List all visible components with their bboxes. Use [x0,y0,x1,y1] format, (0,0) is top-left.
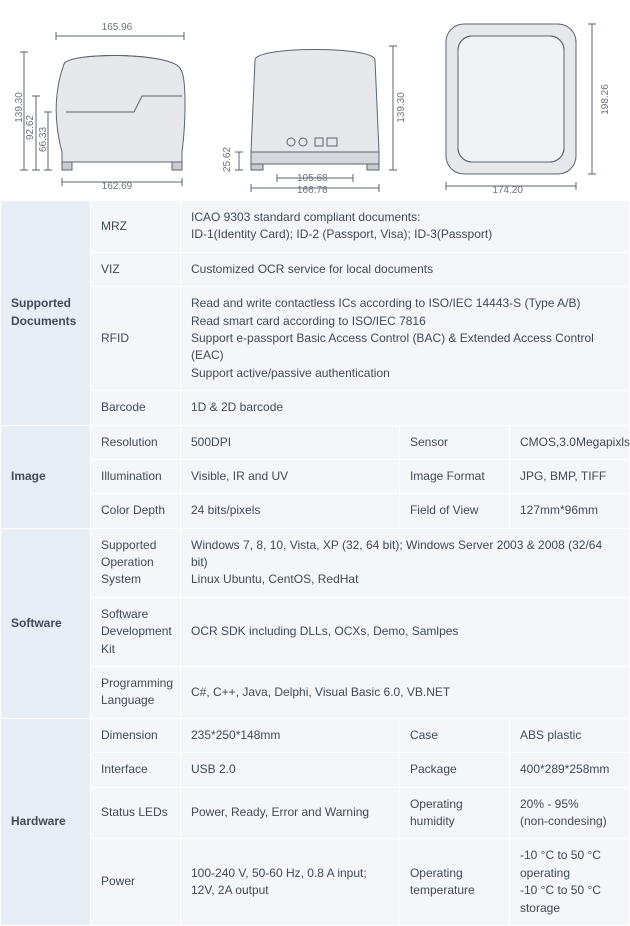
table-row: VIZ Customized OCR service for local doc… [1,252,630,286]
cat-image: Image [1,425,91,528]
val-dim: 235*250*148mm [181,718,400,752]
cat-supported-docs: Supported Documents [1,201,91,426]
dim-front-inner: 105.68 [297,173,328,184]
key-mrz: MRZ [91,201,181,253]
val-illum: Visible, IR and UV [181,459,400,493]
key-pkg: Package [399,753,509,787]
table-row: Software Development Kit OCR SDK includi… [1,597,630,666]
key-temp: Operating temperature [399,839,509,926]
table-row: Software Supported Operation System Wind… [1,528,630,597]
val-temp: -10 °C to 50 °C operating-10 °C to 50 °C… [509,839,629,926]
dim-side-h3: 66.33 [38,127,49,152]
dim-front-h: 139.30 [396,92,407,123]
table-row: Programming Language C#, C++, Java, Delp… [1,667,630,719]
key-sdk: Software Development Kit [91,597,181,666]
dim-side-h2: 92.62 [25,115,36,140]
key-led: Status LEDs [91,787,181,839]
key-lang: Programming Language [91,667,181,719]
dim-side-h1: 139.30 [13,92,24,123]
table-row: Color Depth 24 bits/pixels Field of View… [1,494,630,528]
dim-front-foot: 25.62 [222,147,233,172]
cat-software: Software [1,528,91,718]
val-sdk: OCR SDK including DLLs, OCXs, Demo, Saml… [181,597,630,666]
val-lang: C#, C++, Java, Delphi, Visual Basic 6.0,… [181,667,630,719]
key-fov: Field of View [399,494,509,528]
val-mrz: ICAO 9303 standard compliant documents:I… [181,201,630,253]
table-row: Image Resolution 500DPI Sensor CMOS,3.0M… [1,425,630,459]
table-row: Power 100-240 V, 50-60 Hz, 0.8 A input; … [1,839,630,926]
val-if: USB 2.0 [181,753,400,787]
spec-table: Supported Documents MRZ ICAO 9303 standa… [0,200,630,926]
key-hum: Operating humidity [399,787,509,839]
table-row: Hardware Dimension 235*250*148mm Case AB… [1,718,630,752]
table-row: Illumination Visible, IR and UV Image Fo… [1,459,630,493]
key-viz: VIZ [91,252,181,286]
val-barcode: 1D & 2D barcode [181,391,630,425]
key-if: Interface [91,753,181,787]
dim-front-full: 166.76 [297,185,328,196]
key-rfid: RFID [91,287,181,391]
val-res: 500DPI [181,425,400,459]
key-depth: Color Depth [91,494,181,528]
table-row: Interface USB 2.0 Package 400*289*258mm [1,753,630,787]
val-viz: Customized OCR service for local documen… [181,252,630,286]
diagram-side: 165.96 162.69 139.30 92.62 66.33 [14,22,204,192]
val-pkg: 400*289*258mm [509,753,629,787]
key-fmt: Image Format [399,459,509,493]
table-row: Supported Documents MRZ ICAO 9303 standa… [1,201,630,253]
key-res: Resolution [91,425,181,459]
table-row: RFID Read and write contactless ICs acco… [1,287,630,391]
cat-hardware: Hardware [1,718,91,925]
val-os: Windows 7, 8, 10, Vista, XP (32, 64 bit)… [181,528,630,597]
key-pwr: Power [91,839,181,926]
key-sensor: Sensor [399,425,509,459]
key-barcode: Barcode [91,391,181,425]
val-sensor: CMOS,3.0Megapixls [509,425,629,459]
key-case: Case [399,718,509,752]
val-led: Power, Ready, Error and Warning [181,787,400,839]
key-illum: Illumination [91,459,181,493]
val-rfid: Read and write contactless ICs according… [181,287,630,391]
diagram-top: 198.26 174.20 [426,12,616,192]
val-pwr: 100-240 V, 50-60 Hz, 0.8 A input; 12V, 2… [181,839,400,926]
val-case: ABS plastic [509,718,629,752]
table-row: Barcode 1D & 2D barcode [1,391,630,425]
val-fmt: JPG, BMP, TIFF [509,459,629,493]
diagram-front: 139.30 25.62 105.68 166.76 [215,22,415,192]
dim-side-bottom: 162.69 [102,181,133,192]
technical-drawings: 165.96 162.69 139.30 92.62 66.33 [0,0,630,200]
key-dim: Dimension [91,718,181,752]
dim-side-top: 165.96 [102,22,133,33]
dim-top-w: 174.20 [492,185,523,196]
dim-top-h: 198.26 [600,84,611,115]
val-hum: 20% - 95%(non-condesing) [509,787,629,839]
val-fov: 127mm*96mm [509,494,629,528]
table-row: Status LEDs Power, Ready, Error and Warn… [1,787,630,839]
key-os: Supported Operation System [91,528,181,597]
val-depth: 24 bits/pixels [181,494,400,528]
